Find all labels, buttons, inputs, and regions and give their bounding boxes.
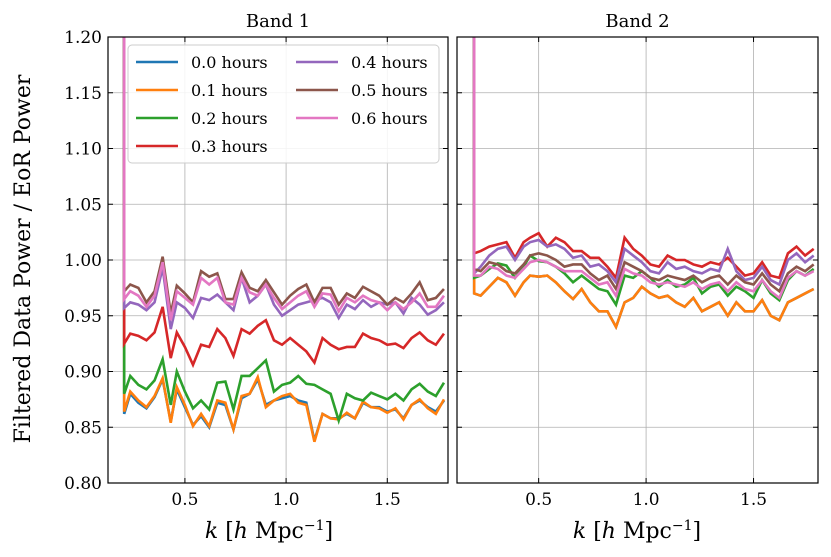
legend-label: 0.0 hours (191, 53, 268, 72)
panel-band-2: 0.5 1.0 1.5 Band 2 (456, 11, 819, 510)
series-line-0-2-hours (122, 37, 446, 426)
series-line-0-5-hours (472, 37, 815, 294)
legend-item: 0.5 hours (296, 81, 428, 100)
series-line-0-1-hours (472, 37, 815, 331)
legend-item: 0.1 hours (136, 81, 268, 100)
panel-2-title: Band 2 (605, 11, 669, 32)
legend-label: 0.4 hours (351, 53, 428, 72)
legend-label: 0.2 hours (191, 109, 268, 128)
series-line-0-6-hours (472, 37, 815, 300)
x-axis-label-part: ] (325, 519, 334, 544)
x-axis-label-part: −1 (304, 518, 325, 534)
x-axis-label-part: −1 (672, 518, 693, 534)
x-tick-label: 1.5 (740, 490, 767, 510)
panel-2-frame (456, 36, 819, 484)
legend-item: 0.4 hours (296, 53, 428, 72)
legend-label: 0.1 hours (191, 81, 268, 100)
legend-item: 0.2 hours (136, 109, 268, 128)
x-tick-label: 0.5 (525, 490, 552, 510)
x-axis-label-part: k (205, 519, 218, 544)
legend: 0.0 hours 0.1 hours 0.2 hours 0.3 hours 0.4 … (127, 44, 440, 164)
panel-1-title: Band 1 (246, 11, 310, 32)
series-line-0-6-hours (122, 37, 446, 321)
series-line-0-1-hours (122, 37, 446, 443)
y-tick-label: 1.10 (64, 140, 102, 160)
x-axis-label-band-2: k [h Mpc−1] (573, 518, 701, 544)
legend-item: 0.6 hours (296, 109, 428, 128)
panel-band-1: 0.80 0.85 0.90 0.95 1.00 1.05 1.10 1.15 1.20 0.5 1… (64, 11, 449, 510)
x-axis-label-part: h (234, 519, 248, 544)
y-axis-label: Filtered Data Power / EoR Power (11, 74, 36, 443)
legend-label: 0.5 hours (351, 81, 428, 100)
x-axis-label-part: ] (693, 519, 702, 544)
panel-2-series (472, 37, 815, 331)
panel-2-ticks: 0.5 1.0 1.5 (457, 36, 818, 510)
x-axis-label-part: [ (586, 519, 602, 544)
x-axis-label-part: [ (218, 519, 234, 544)
y-tick-label: 1.20 (64, 28, 102, 48)
x-axis-label-part: Mpc (248, 519, 304, 544)
y-tick-label: 0.85 (64, 418, 102, 438)
y-tick-label: 0.80 (64, 474, 102, 494)
x-axis-label-part: h (602, 519, 616, 544)
y-tick-label: 0.95 (64, 307, 102, 327)
x-tick-label: 1.0 (273, 490, 300, 510)
panel-1-series (122, 37, 446, 443)
x-tick-label: 1.5 (374, 490, 401, 510)
x-axis-label-part: k (573, 519, 586, 544)
y-tick-label: 0.90 (64, 363, 102, 383)
x-axis-label-band-1: k [h Mpc−1] (205, 518, 333, 544)
y-tick-label: 1.15 (64, 84, 102, 104)
x-axis-label-part: Mpc (616, 519, 672, 544)
x-tick-label: 1.0 (633, 490, 660, 510)
legend-item: 0.0 hours (136, 53, 268, 72)
legend-frame (127, 44, 440, 164)
x-tick-label: 0.5 (171, 490, 198, 510)
y-tick-label: 1.05 (64, 195, 102, 215)
panel-1-frame (107, 36, 449, 484)
series-line-0-3-hours (122, 37, 446, 369)
y-tick-label: 1.00 (64, 251, 102, 271)
series-line-0-3-hours (472, 37, 815, 281)
series-line-0-4-hours (472, 37, 815, 287)
legend-label: 0.3 hours (191, 137, 268, 156)
legend-label: 0.6 hours (351, 109, 428, 128)
legend-item: 0.3 hours (136, 137, 268, 156)
